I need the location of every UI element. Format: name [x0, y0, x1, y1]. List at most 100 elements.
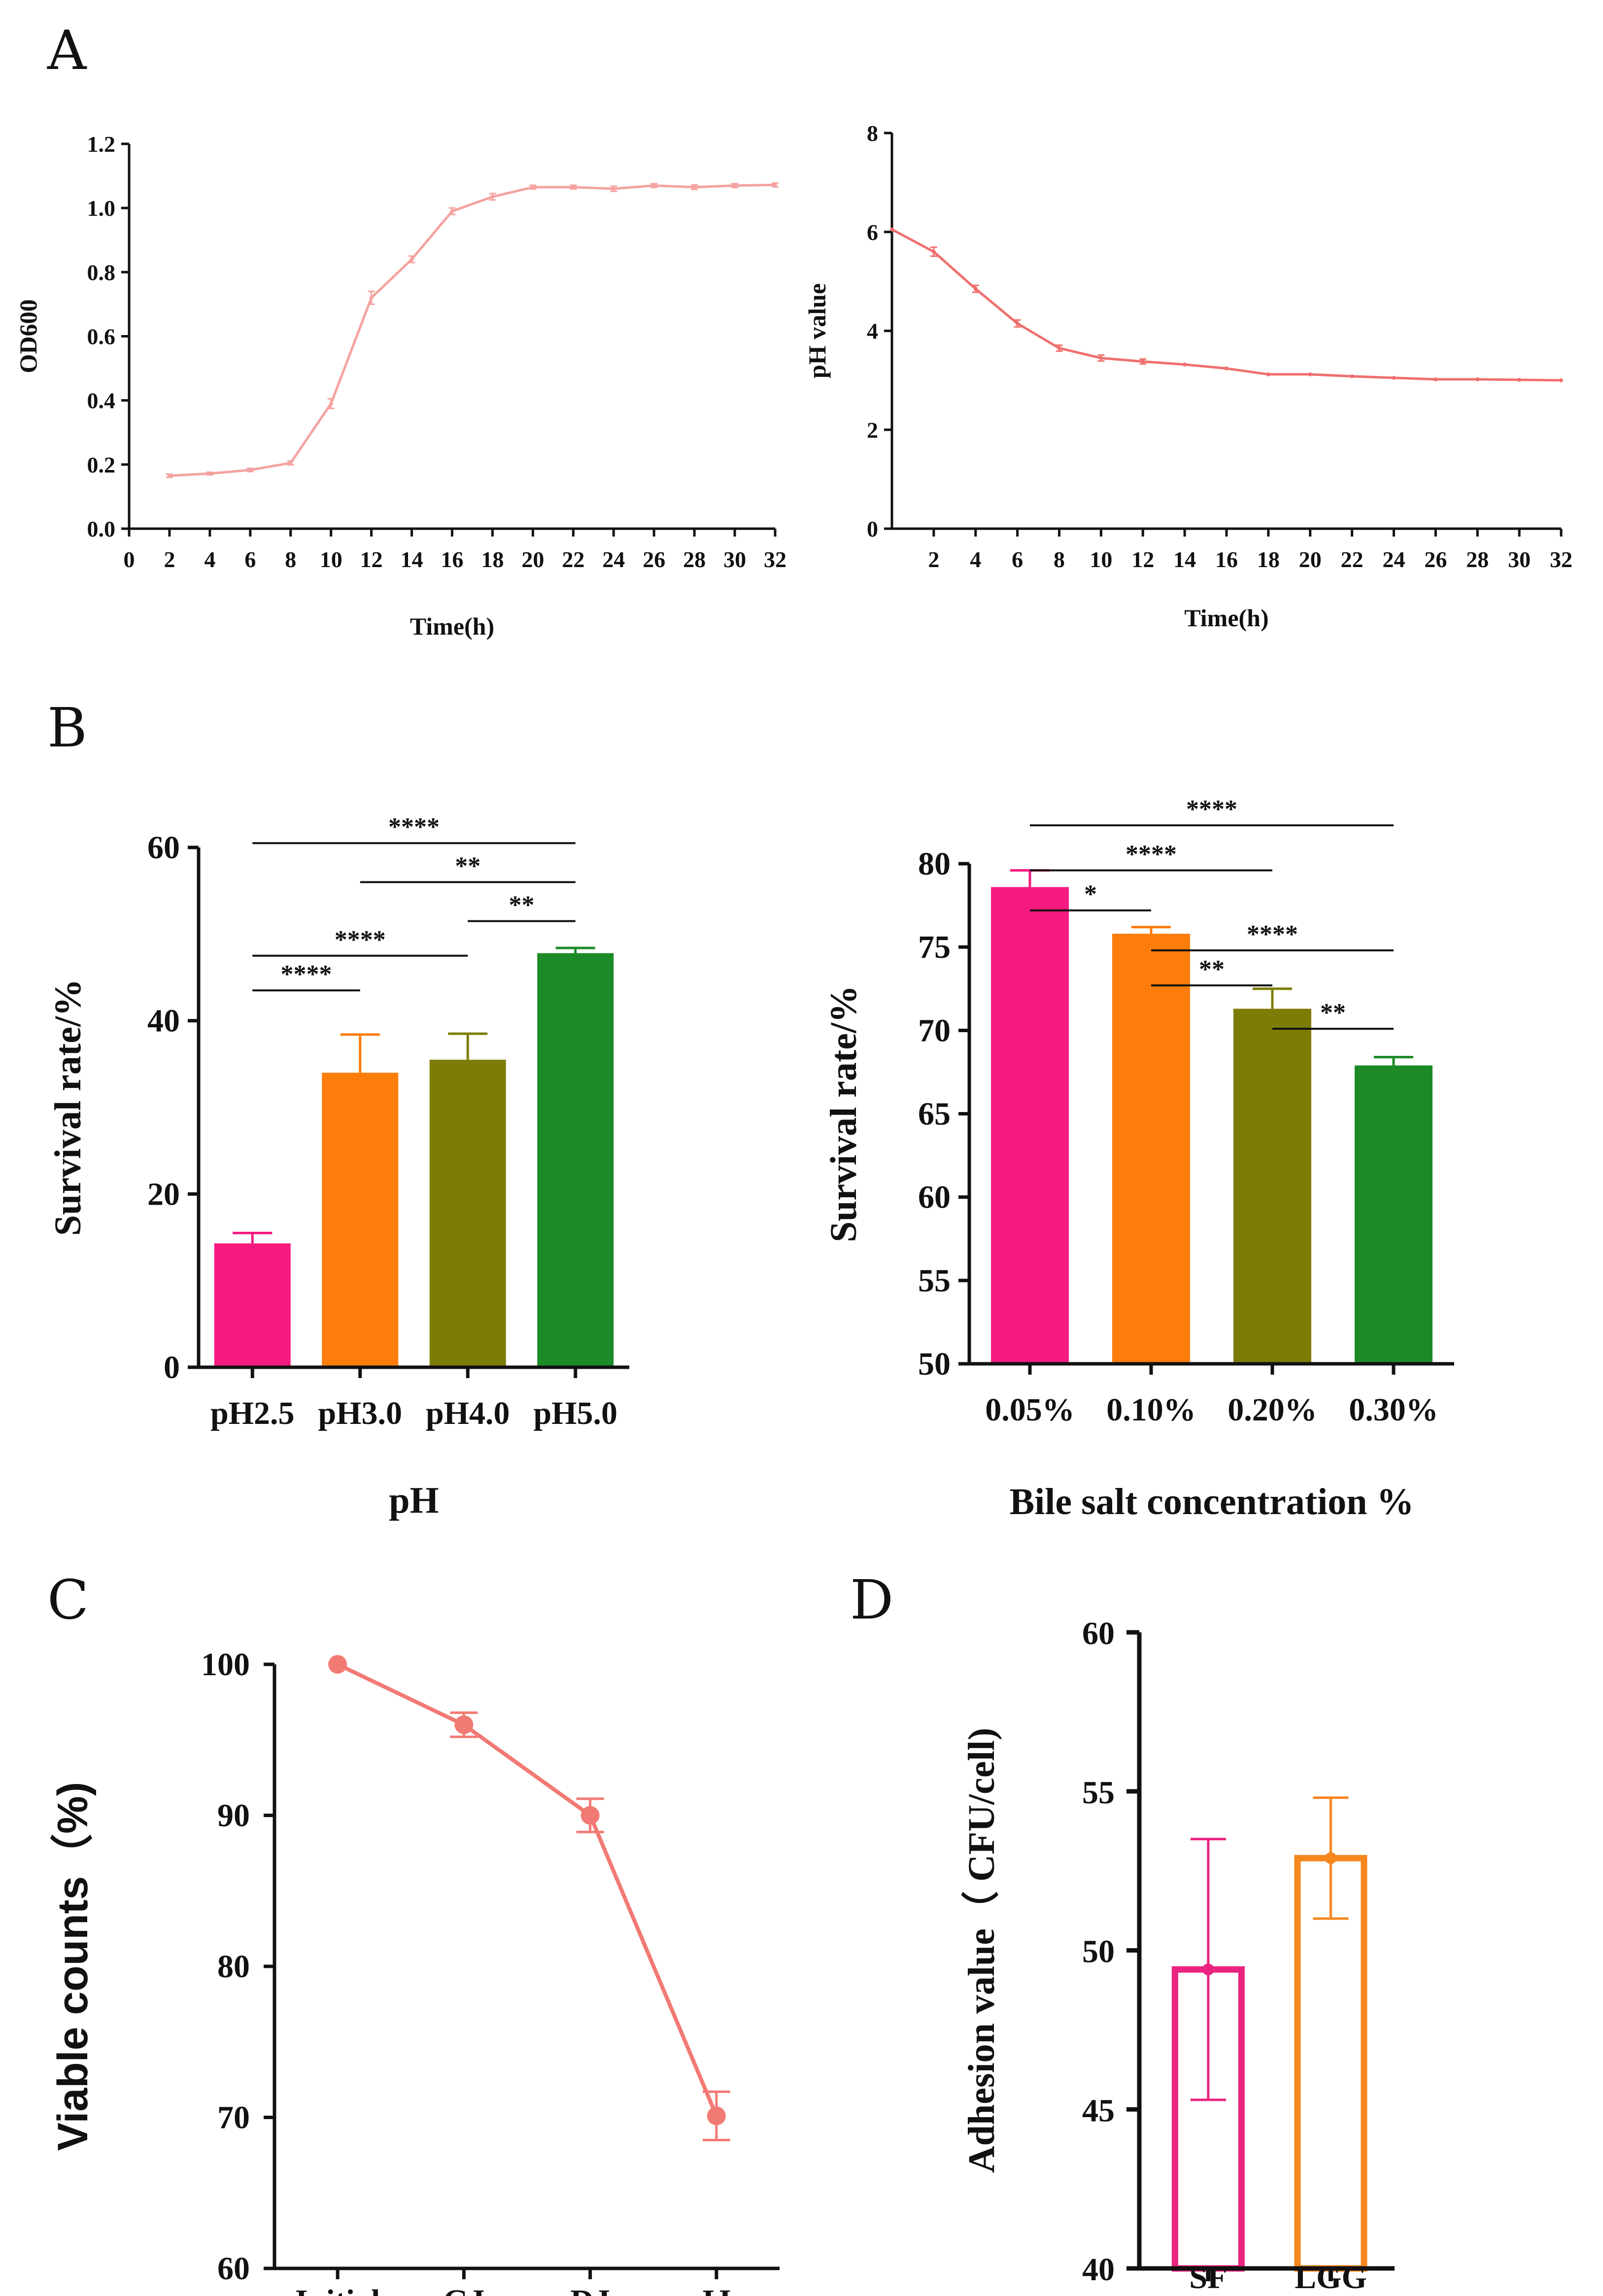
data-point — [1350, 374, 1354, 378]
data-point — [1433, 377, 1438, 381]
x-tick-label: SF — [1189, 2260, 1227, 2296]
x-tick-label: 10 — [1090, 547, 1112, 572]
x-tick-label: 28 — [1466, 547, 1489, 572]
x-tick-label: 14 — [401, 547, 423, 572]
x-tick-label: 20 — [1299, 547, 1322, 572]
x-tick-label: 6 — [1012, 547, 1023, 572]
x-tick-label: 18 — [1257, 547, 1280, 572]
x-axis-title: Time(h) — [1184, 604, 1268, 632]
data-point — [1202, 1963, 1214, 1976]
y-tick-label: 20 — [147, 1176, 180, 1212]
data-point — [1325, 1852, 1337, 1864]
y-tick-label: 55 — [1082, 1775, 1115, 1811]
x-tick-label: 26 — [1424, 547, 1447, 572]
data-point — [652, 183, 656, 188]
x-tick-label: pH2.5 — [210, 1395, 295, 1431]
chart-od600-growth: 0.00.20.40.60.81.01.20 2 4 6 8 10 12 14 16 18 20 22… — [14, 132, 786, 640]
y-tick-label: 0.6 — [87, 324, 116, 349]
data-point — [1183, 362, 1187, 367]
bar — [322, 1073, 399, 1367]
y-tick-label: 40 — [1082, 2252, 1115, 2288]
series-line — [337, 1662, 718, 2117]
data-point — [1475, 377, 1480, 381]
x-tick-label: 0.10% — [1106, 1392, 1196, 1428]
data-point — [733, 183, 737, 188]
y-tick-label: 75 — [918, 929, 951, 965]
y-tick-label: 60 — [217, 2251, 250, 2287]
x-tick-label: 4 — [204, 547, 215, 572]
y-tick-label: 70 — [918, 1013, 951, 1048]
bar — [991, 887, 1069, 1364]
y-tick-label: 40 — [147, 1003, 180, 1039]
x-tick-label: 2 — [164, 547, 175, 572]
x-tick-label: pH4.0 — [426, 1395, 510, 1431]
data-point — [248, 468, 252, 472]
data-point — [328, 1655, 347, 1674]
series-line — [891, 228, 1562, 382]
data-point — [1266, 372, 1270, 376]
x-tick-label: 6 — [244, 547, 256, 572]
x-tick-label: 8 — [1054, 547, 1065, 572]
data-point — [1559, 378, 1563, 382]
significance-label: * — [1084, 880, 1097, 909]
data-point — [1392, 375, 1396, 380]
y-tick-label: 60 — [1082, 1616, 1115, 1652]
y-tick-label: 8 — [867, 121, 878, 146]
data-point — [1225, 366, 1228, 371]
y-tick-label: 0 — [867, 516, 878, 541]
data-point — [1057, 346, 1061, 350]
y-tick-label: 100 — [201, 1647, 250, 1683]
y-tick-label: 60 — [147, 830, 180, 866]
data-point — [1517, 377, 1522, 382]
y-axis-title: Survival rate/% — [47, 979, 89, 1236]
y-tick-label: 6 — [867, 220, 878, 245]
x-tick-label: 0 — [124, 547, 135, 572]
x-tick-label: 0.05% — [985, 1392, 1075, 1428]
bar — [429, 1059, 506, 1367]
x-tick-label: 22 — [1341, 547, 1364, 572]
significance-label: ** — [455, 852, 480, 880]
x-tick-label: 30 — [723, 547, 746, 572]
x-tick-label: 32 — [1550, 547, 1572, 572]
x-tick-label: 2 — [928, 547, 939, 572]
y-tick-label: 0.8 — [87, 260, 116, 285]
x-tick-label: 4 — [970, 547, 981, 572]
data-point — [288, 461, 293, 465]
x-tick-label: GJ — [443, 2283, 484, 2296]
panel-label-c: C — [47, 1568, 89, 1631]
panel-label-a: A — [47, 19, 87, 82]
x-tick-label: Initial — [295, 2283, 380, 2296]
x-tick-label: 10 — [320, 547, 342, 572]
x-tick-label: 24 — [1383, 547, 1405, 572]
bar — [537, 953, 614, 1367]
y-tick-label: 0.0 — [87, 516, 116, 541]
y-tick-label: 2 — [867, 417, 878, 442]
y-tick-label: 50 — [1082, 1934, 1115, 1970]
data-point — [1308, 372, 1312, 376]
data-point — [329, 402, 333, 406]
data-point — [707, 2106, 726, 2126]
data-point — [973, 287, 978, 291]
y-tick-label: 0 — [164, 1350, 180, 1385]
significance-label: **** — [388, 813, 440, 841]
y-tick-label: 60 — [918, 1180, 951, 1216]
y-axis-title: Survival rate/% — [823, 985, 864, 1242]
x-tick-label: 32 — [764, 547, 786, 572]
x-axis-title: pH — [389, 1480, 439, 1521]
y-tick-label: 90 — [217, 1798, 250, 1834]
data-point — [1099, 356, 1103, 360]
y-tick-label: 1.0 — [87, 196, 116, 221]
significance-label: **** — [1126, 841, 1177, 869]
y-tick-label: 1.2 — [87, 132, 116, 157]
x-tick-label: pH3.0 — [318, 1395, 402, 1431]
x-tick-label: 0.30% — [1349, 1392, 1438, 1428]
significance-label: **** — [1186, 795, 1237, 823]
data-point — [369, 296, 374, 300]
bar — [214, 1243, 291, 1367]
data-point — [1015, 321, 1020, 326]
panel-label-d: D — [850, 1568, 893, 1631]
x-axis-title: Time(h) — [410, 612, 494, 640]
x-tick-label: IJ — [702, 2283, 731, 2296]
